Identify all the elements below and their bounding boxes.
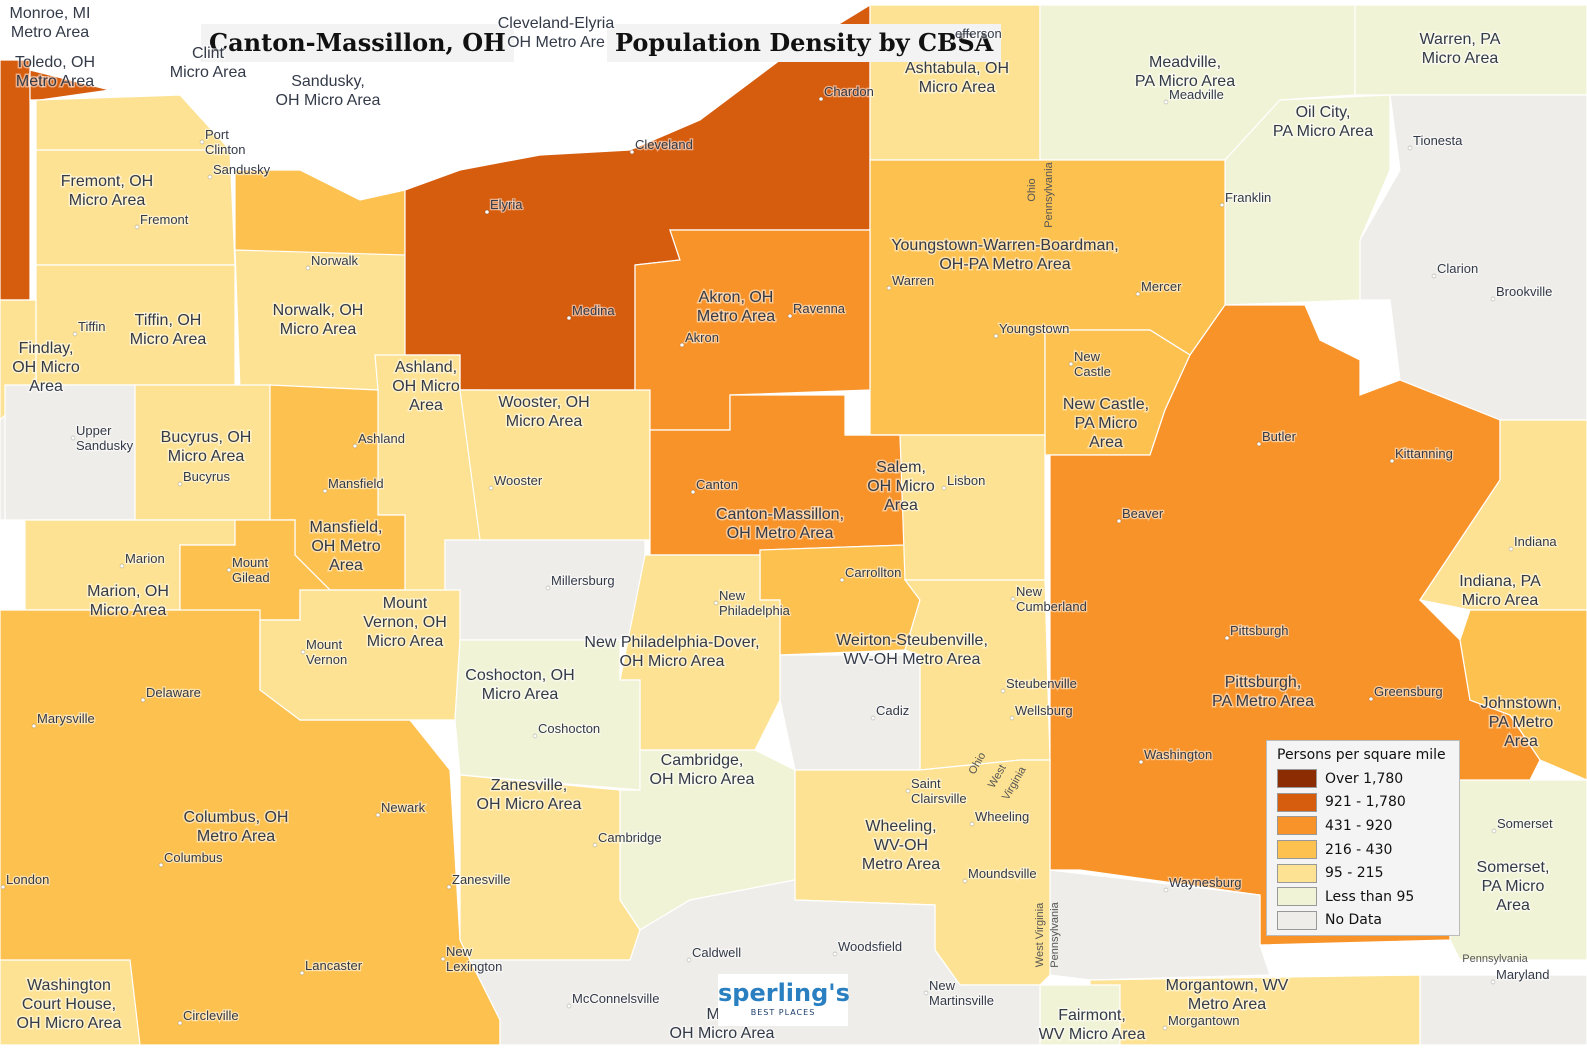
legend-swatch bbox=[1277, 887, 1317, 907]
legend-label: 431 - 920 bbox=[1325, 817, 1393, 834]
region-morgantown bbox=[1089, 974, 1421, 1046]
region-fremont bbox=[35, 149, 236, 266]
region-forest bbox=[1359, 94, 1587, 421]
legend-swatch bbox=[1277, 792, 1317, 812]
region-wooster bbox=[459, 389, 651, 541]
region-coshocton bbox=[454, 639, 641, 791]
logo-name: sperling's bbox=[718, 979, 850, 1007]
legend-item: Over 1,780 bbox=[1277, 767, 1449, 791]
legend-item: 431 - 920 bbox=[1277, 814, 1449, 838]
legend: Persons per square mile Over 1,780 921 - … bbox=[1266, 740, 1460, 936]
region-tiffin bbox=[35, 264, 236, 386]
region-sandusky bbox=[35, 94, 232, 151]
region-toledo bbox=[0, 59, 31, 301]
region-weirton bbox=[903, 579, 1051, 771]
legend-label: 921 - 1,780 bbox=[1325, 794, 1406, 811]
legend-title: Persons per square mile bbox=[1277, 747, 1446, 763]
region-maryland bbox=[1419, 974, 1587, 1046]
legend-label: Less than 95 bbox=[1325, 888, 1415, 905]
sperlings-logo[interactable]: sperling's BEST PLACES bbox=[718, 974, 850, 1026]
region-title: Canton-Massillon, OH bbox=[201, 24, 514, 62]
region-bucyrus bbox=[134, 384, 271, 521]
region-johnstown bbox=[1459, 609, 1587, 781]
region-upper-sandusky bbox=[4, 384, 136, 521]
region-fairmont bbox=[1039, 984, 1121, 1046]
region-washington-ch bbox=[0, 959, 141, 1046]
region-somerset bbox=[1449, 779, 1587, 961]
region-mount-vernon bbox=[259, 589, 461, 721]
legend-swatch bbox=[1277, 910, 1317, 930]
region-warren-pa bbox=[1354, 4, 1587, 96]
region-zanesville bbox=[459, 774, 641, 961]
map-title: Population Density by CBSA bbox=[607, 24, 1002, 62]
region-harrison bbox=[779, 654, 921, 771]
legend-label: Over 1,780 bbox=[1325, 770, 1404, 787]
legend-swatch bbox=[1277, 769, 1317, 789]
legend-item: No Data bbox=[1277, 909, 1449, 933]
region-southeast-nodata bbox=[469, 879, 1041, 1046]
region-new-phila bbox=[619, 554, 781, 751]
legend-item: 95 - 215 bbox=[1277, 861, 1449, 885]
legend-label: No Data bbox=[1325, 912, 1382, 929]
region-carroll bbox=[759, 544, 921, 656]
legend-label: 216 - 430 bbox=[1325, 841, 1393, 858]
legend-swatch bbox=[1277, 840, 1317, 860]
legend-swatch bbox=[1277, 863, 1317, 883]
legend-swatch bbox=[1277, 816, 1317, 836]
legend-item: 216 - 430 bbox=[1277, 838, 1449, 862]
legend-item: Less than 95 bbox=[1277, 885, 1449, 909]
logo-tagline: BEST PLACES bbox=[750, 1008, 816, 1017]
legend-item: 921 - 1,780 bbox=[1277, 791, 1449, 815]
legend-rows: Over 1,780 921 - 1,780 431 - 920 216 - 430 9… bbox=[1277, 767, 1449, 932]
legend-label: 95 - 215 bbox=[1325, 865, 1384, 882]
region-holmes bbox=[444, 539, 646, 641]
